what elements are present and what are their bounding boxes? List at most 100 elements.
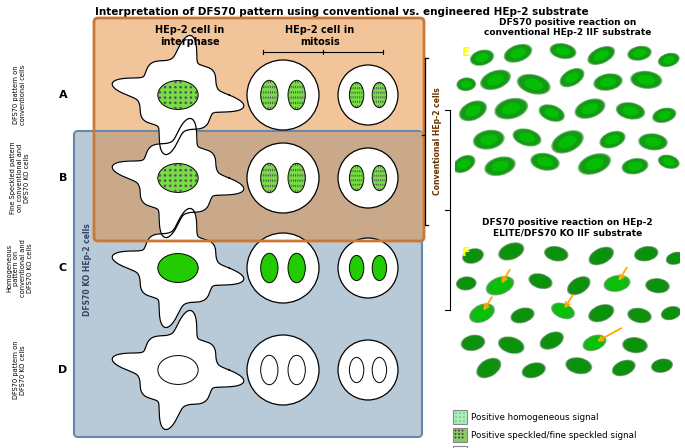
Ellipse shape	[362, 91, 364, 94]
Ellipse shape	[482, 70, 510, 89]
Ellipse shape	[268, 86, 269, 88]
Ellipse shape	[634, 246, 658, 262]
FancyBboxPatch shape	[95, 132, 423, 240]
Ellipse shape	[658, 53, 680, 67]
Ellipse shape	[292, 169, 294, 172]
Ellipse shape	[378, 105, 379, 108]
Ellipse shape	[292, 96, 294, 99]
Ellipse shape	[268, 164, 269, 166]
Ellipse shape	[640, 134, 667, 150]
Ellipse shape	[380, 179, 381, 181]
Ellipse shape	[510, 307, 534, 323]
Ellipse shape	[295, 263, 296, 264]
Ellipse shape	[265, 174, 266, 177]
Text: DFS70 positive reaction on HEp-2
ELITE/DFS70 KO IIF substrate: DFS70 positive reaction on HEp-2 ELITE/D…	[482, 218, 653, 237]
Ellipse shape	[527, 366, 540, 375]
Ellipse shape	[179, 102, 182, 104]
Ellipse shape	[299, 179, 301, 182]
Ellipse shape	[263, 96, 264, 99]
Ellipse shape	[551, 44, 575, 58]
Ellipse shape	[349, 165, 364, 190]
Ellipse shape	[595, 74, 621, 90]
Ellipse shape	[374, 91, 375, 94]
Ellipse shape	[299, 174, 301, 177]
Ellipse shape	[459, 420, 461, 422]
Ellipse shape	[158, 254, 198, 282]
Ellipse shape	[263, 185, 264, 187]
Ellipse shape	[297, 107, 299, 110]
Ellipse shape	[553, 131, 582, 152]
Ellipse shape	[456, 276, 477, 290]
Ellipse shape	[261, 355, 278, 385]
Ellipse shape	[656, 362, 668, 370]
Ellipse shape	[174, 107, 177, 109]
Ellipse shape	[357, 87, 358, 89]
Ellipse shape	[374, 96, 375, 99]
Ellipse shape	[272, 91, 273, 94]
Ellipse shape	[174, 174, 177, 177]
Ellipse shape	[645, 137, 661, 146]
Ellipse shape	[297, 169, 299, 172]
Ellipse shape	[268, 96, 269, 99]
Ellipse shape	[482, 362, 496, 374]
Ellipse shape	[353, 175, 354, 177]
Ellipse shape	[184, 174, 187, 177]
Ellipse shape	[633, 49, 646, 57]
Ellipse shape	[382, 91, 383, 94]
Ellipse shape	[270, 174, 271, 177]
Text: C: C	[59, 263, 67, 273]
Ellipse shape	[471, 50, 493, 65]
Ellipse shape	[158, 91, 161, 94]
Ellipse shape	[589, 305, 613, 321]
Ellipse shape	[179, 107, 182, 109]
Ellipse shape	[179, 81, 182, 83]
Ellipse shape	[613, 361, 634, 375]
Text: Positive homogeneous signal: Positive homogeneous signal	[471, 413, 599, 422]
Ellipse shape	[261, 179, 262, 182]
Ellipse shape	[290, 102, 292, 104]
FancyBboxPatch shape	[453, 446, 467, 448]
Ellipse shape	[599, 131, 625, 148]
Ellipse shape	[523, 363, 545, 378]
Ellipse shape	[292, 268, 293, 269]
Ellipse shape	[628, 308, 651, 323]
Ellipse shape	[174, 185, 177, 187]
Ellipse shape	[274, 91, 275, 94]
Ellipse shape	[351, 96, 353, 99]
Ellipse shape	[164, 86, 166, 89]
Ellipse shape	[378, 82, 379, 85]
Ellipse shape	[169, 102, 171, 104]
Ellipse shape	[268, 190, 269, 193]
Ellipse shape	[372, 255, 386, 280]
Ellipse shape	[487, 277, 513, 295]
Ellipse shape	[667, 252, 684, 264]
Ellipse shape	[184, 96, 187, 99]
Ellipse shape	[361, 91, 362, 94]
Text: DFS70 pattern on
conventional cells: DFS70 pattern on conventional cells	[14, 65, 27, 125]
Ellipse shape	[471, 304, 494, 322]
Ellipse shape	[351, 91, 353, 94]
Ellipse shape	[299, 185, 301, 187]
Ellipse shape	[158, 96, 161, 99]
Ellipse shape	[530, 274, 551, 289]
Ellipse shape	[576, 99, 604, 118]
Ellipse shape	[295, 164, 296, 166]
Ellipse shape	[661, 306, 681, 320]
Ellipse shape	[265, 185, 266, 187]
Ellipse shape	[288, 253, 306, 283]
Ellipse shape	[540, 332, 563, 349]
Ellipse shape	[357, 170, 358, 172]
Ellipse shape	[266, 268, 267, 269]
Ellipse shape	[301, 96, 303, 99]
Ellipse shape	[295, 96, 296, 99]
Ellipse shape	[359, 87, 360, 89]
Ellipse shape	[651, 358, 673, 373]
Ellipse shape	[378, 87, 379, 89]
Ellipse shape	[190, 86, 192, 89]
Ellipse shape	[273, 261, 274, 262]
Ellipse shape	[455, 430, 456, 431]
Ellipse shape	[265, 169, 266, 172]
Ellipse shape	[272, 102, 273, 104]
Ellipse shape	[470, 50, 494, 66]
Ellipse shape	[516, 311, 529, 320]
